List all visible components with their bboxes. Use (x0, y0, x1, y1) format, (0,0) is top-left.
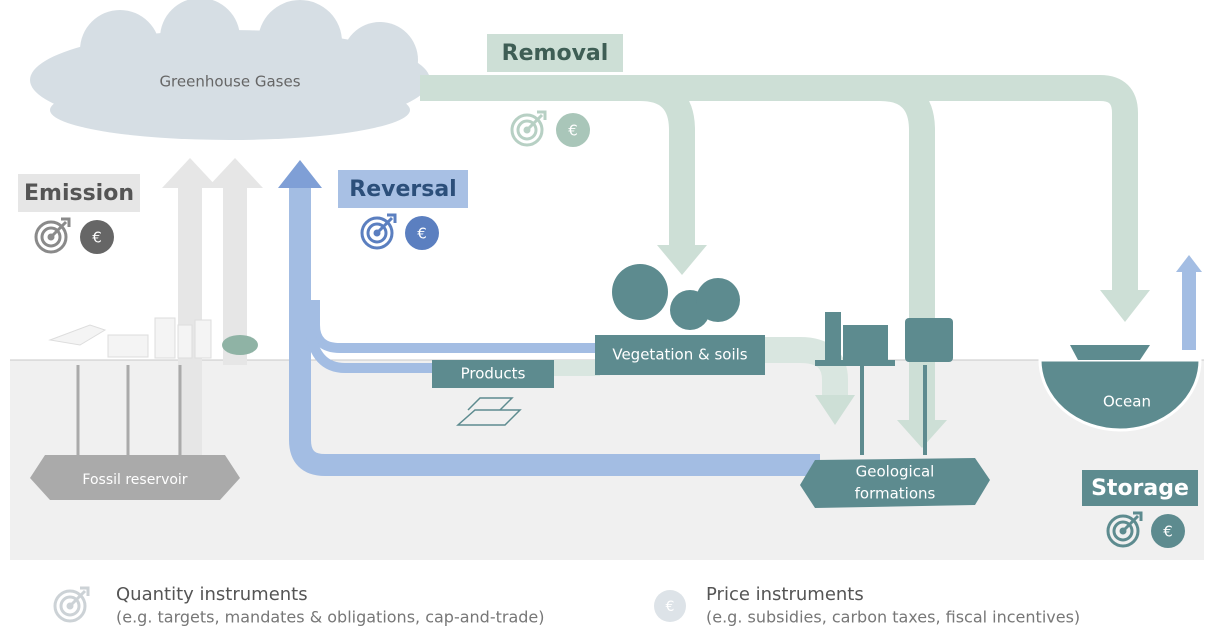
legend-title: Quantity instruments (116, 584, 308, 605)
ocean-label: Ocean (1103, 393, 1151, 411)
removal-label: Removal (502, 41, 609, 66)
reversal-flows (289, 185, 820, 476)
wells (76, 365, 182, 460)
ship (1070, 345, 1150, 360)
geological-label: Geological (856, 463, 935, 481)
ocean (1038, 358, 1202, 432)
products-label: Products (461, 365, 526, 383)
emitters (48, 317, 212, 359)
products-icon (456, 397, 522, 426)
cloud (30, 0, 430, 140)
fossil-reservoir (30, 455, 240, 500)
capture-lines (860, 365, 927, 455)
storage-label-bg (1082, 470, 1198, 506)
removal-label-bg (487, 34, 623, 72)
storage-label: Storage (1091, 476, 1189, 501)
industry (815, 312, 953, 366)
legend-note: (e.g. subsidies, carbon taxes, fiscal in… (706, 608, 1080, 627)
legend-quantity-icon (53, 586, 90, 623)
price-symbol: € (1163, 523, 1173, 541)
reversal-label: Reversal (349, 177, 456, 202)
emission-arrows (162, 158, 263, 460)
price-icon (405, 216, 439, 250)
price-symbol: € (666, 599, 675, 615)
ocean-release-head (1176, 255, 1202, 272)
price-icon (80, 220, 114, 254)
emission-label-bg (18, 174, 140, 212)
legend-title: Price instruments (706, 584, 864, 605)
fossil-label: Fossil reservoir (82, 472, 187, 488)
price-icon (1151, 514, 1185, 548)
reversal-arrowhead (278, 160, 322, 188)
price-icon (556, 113, 590, 147)
legend-note: (e.g. targets, mandates & obligations, c… (116, 608, 545, 627)
emission-label: Emission (24, 181, 134, 206)
trees (612, 264, 740, 330)
removal-flows (420, 75, 1138, 420)
geological-box (800, 458, 990, 508)
reversal-label-bg (338, 170, 468, 208)
ocean-release (1182, 270, 1196, 350)
quantity-icon (510, 110, 547, 147)
products-box (432, 360, 554, 388)
price-symbol: € (568, 122, 578, 140)
price-symbol: € (92, 229, 102, 247)
removal-arrowheads (657, 245, 1150, 448)
quantity-icon (34, 217, 71, 254)
geological-label: formations (855, 485, 936, 503)
quantity-icon (360, 213, 397, 250)
vegetation-box (595, 335, 765, 375)
price-symbol: € (417, 225, 427, 243)
legend-price-icon (654, 590, 686, 622)
cloud-label: Greenhouse Gases (159, 73, 300, 91)
livestock (222, 335, 258, 355)
vegetation-label: Vegetation & soils (612, 346, 747, 364)
